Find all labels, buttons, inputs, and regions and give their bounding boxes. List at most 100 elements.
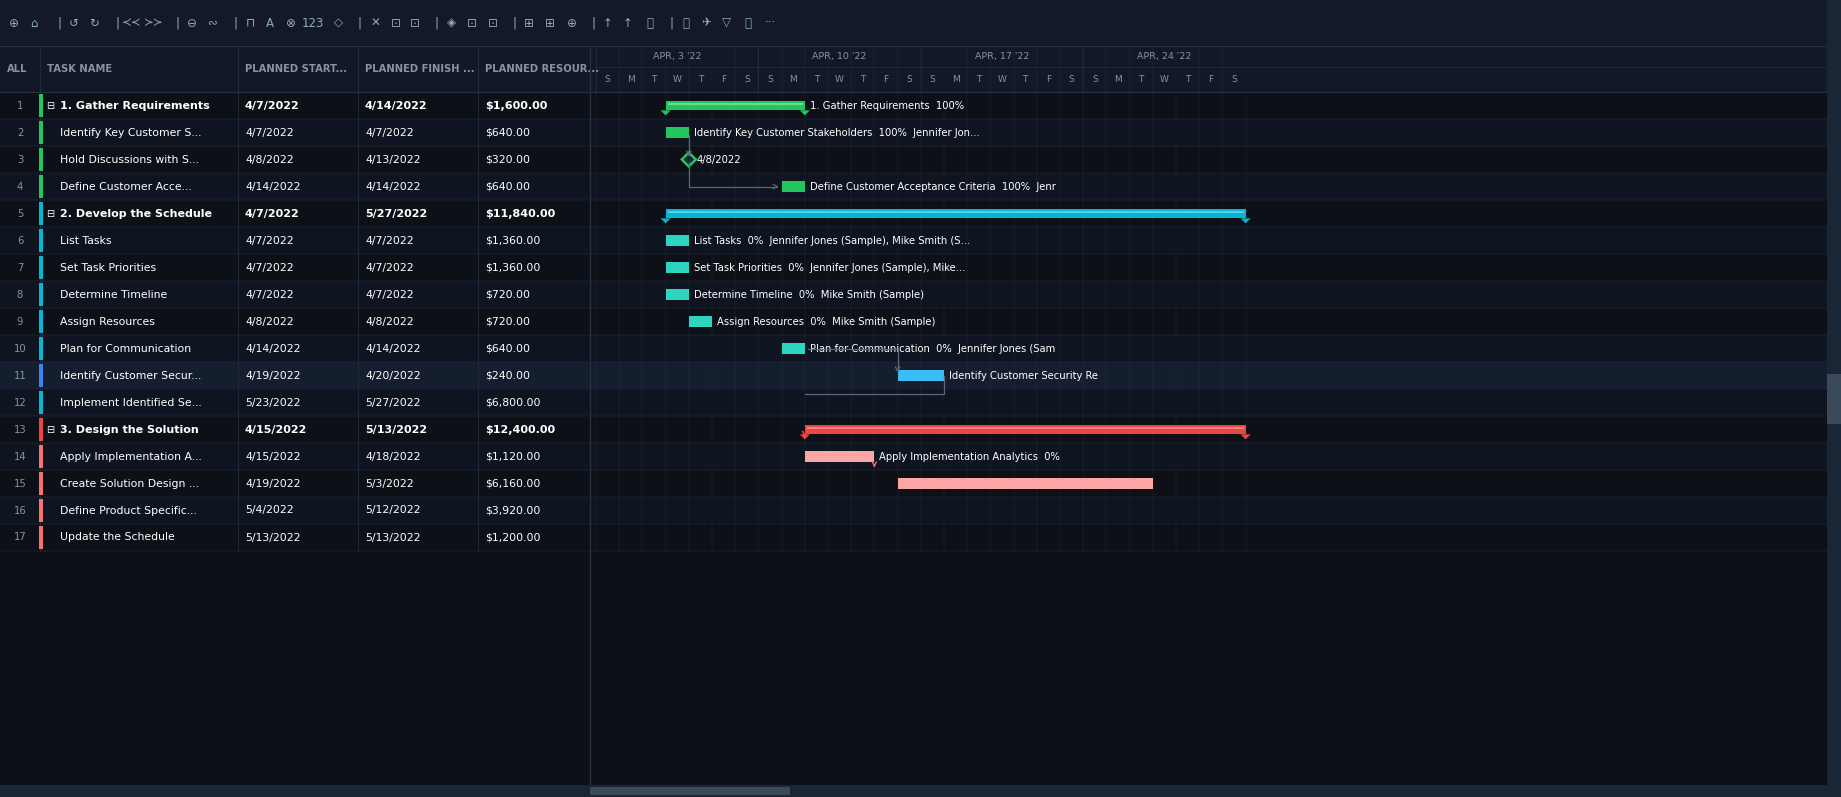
Bar [589,787,790,795]
Text: |: | [434,17,438,29]
Text: $6,160.00: $6,160.00 [484,478,541,489]
Text: 4/15/2022: 4/15/2022 [245,451,300,461]
Text: 2: 2 [17,128,24,138]
Text: APR, 10 '22: APR, 10 '22 [812,52,867,61]
Bar [39,472,42,495]
Text: S: S [744,75,749,84]
Bar [39,121,42,144]
Text: 17: 17 [13,532,26,543]
Text: 4/7/2022: 4/7/2022 [365,289,414,300]
Text: 12: 12 [13,398,26,407]
Text: ⊗: ⊗ [285,17,296,29]
Text: Assign Resources: Assign Resources [61,316,155,327]
Text: 3: 3 [17,155,24,164]
Text: 4/13/2022: 4/13/2022 [365,155,420,164]
Bar [0,0,1841,46]
Text: T: T [976,75,981,84]
Text: ⊡: ⊡ [390,17,401,29]
Text: $11,840.00: $11,840.00 [484,209,556,218]
Bar [0,443,1841,470]
Text: 4/18/2022: 4/18/2022 [365,451,420,461]
Text: ⊟: ⊟ [46,425,53,434]
Text: ≺≺: ≺≺ [122,17,142,29]
Text: 16: 16 [13,505,26,516]
Text: ✈: ✈ [701,17,711,29]
Bar [0,200,1841,227]
Bar [782,343,805,355]
Text: Update the Schedule: Update the Schedule [61,532,175,543]
Text: |: | [593,17,596,29]
Text: 4/7/2022: 4/7/2022 [365,262,414,273]
Text: 5/3/2022: 5/3/2022 [365,478,414,489]
Bar [0,416,1841,443]
Text: 14: 14 [13,451,26,461]
Bar [39,229,42,252]
Text: Identify Customer Secur...: Identify Customer Secur... [61,371,201,380]
Text: ✕: ✕ [370,17,379,29]
Bar [39,175,42,198]
Text: T: T [814,75,819,84]
Text: 4/7/2022: 4/7/2022 [245,209,300,218]
Text: ⊖: ⊖ [188,17,197,29]
Text: ALL: ALL [7,64,28,74]
Text: ◈: ◈ [447,17,455,29]
Text: W: W [998,75,1007,84]
Bar [898,370,944,382]
Text: 123: 123 [302,17,324,29]
Bar [666,100,805,110]
Text: Create Solution Design ...: Create Solution Design ... [61,478,199,489]
Text: $3,920.00: $3,920.00 [484,505,541,516]
Text: 4/7/2022: 4/7/2022 [245,100,300,111]
Text: |: | [514,17,517,29]
Text: |: | [177,17,180,29]
Text: S: S [604,75,611,84]
Bar [0,46,1841,92]
Text: $12,400.00: $12,400.00 [484,425,556,434]
Bar [1826,374,1841,424]
Bar [666,209,1246,218]
Text: $1,600.00: $1,600.00 [484,100,547,111]
Text: 1. Gather Requirements: 1. Gather Requirements [61,100,210,111]
Bar [666,127,689,139]
Text: $640.00: $640.00 [484,128,530,138]
Text: $1,200.00: $1,200.00 [484,532,541,543]
Text: 5: 5 [17,209,24,218]
Text: S: S [1232,75,1237,84]
Text: $6,800.00: $6,800.00 [484,398,541,407]
Bar [39,283,42,306]
Bar [1826,0,1841,797]
Text: Identify Customer Security Re: Identify Customer Security Re [948,371,1097,380]
Text: |: | [59,17,63,29]
Text: |: | [116,17,120,29]
Text: $1,360.00: $1,360.00 [484,235,541,245]
Bar [0,119,1841,146]
Bar [668,103,803,105]
Bar [668,210,1245,213]
Text: M: M [1114,75,1121,84]
Bar [0,497,1841,524]
Text: 4/14/2022: 4/14/2022 [365,344,420,354]
Polygon shape [661,110,670,116]
Text: ···: ··· [764,17,775,29]
Polygon shape [681,152,696,167]
Polygon shape [799,110,810,116]
Text: Plan for Communication: Plan for Communication [61,344,191,354]
Bar [39,526,42,549]
Bar [39,148,42,171]
Bar [666,289,689,300]
Text: 4/20/2022: 4/20/2022 [365,371,420,380]
Text: 4/14/2022: 4/14/2022 [245,344,300,354]
Text: ↑: ↑ [604,17,613,29]
Text: M: M [790,75,797,84]
Bar [39,256,42,279]
Text: Define Customer Acceptance Criteria  100%  Jenr: Define Customer Acceptance Criteria 100%… [810,182,1055,191]
Text: 4/7/2022: 4/7/2022 [245,128,293,138]
Bar [39,337,42,360]
Text: Set Task Priorities: Set Task Priorities [61,262,156,273]
Text: Identify Key Customer S...: Identify Key Customer S... [61,128,201,138]
Text: ↺: ↺ [70,17,79,29]
Text: PLANNED RESOUR...: PLANNED RESOUR... [484,64,598,74]
Text: 🔒: 🔒 [646,17,654,29]
Text: 4/8/2022: 4/8/2022 [365,316,414,327]
Bar [39,391,42,414]
